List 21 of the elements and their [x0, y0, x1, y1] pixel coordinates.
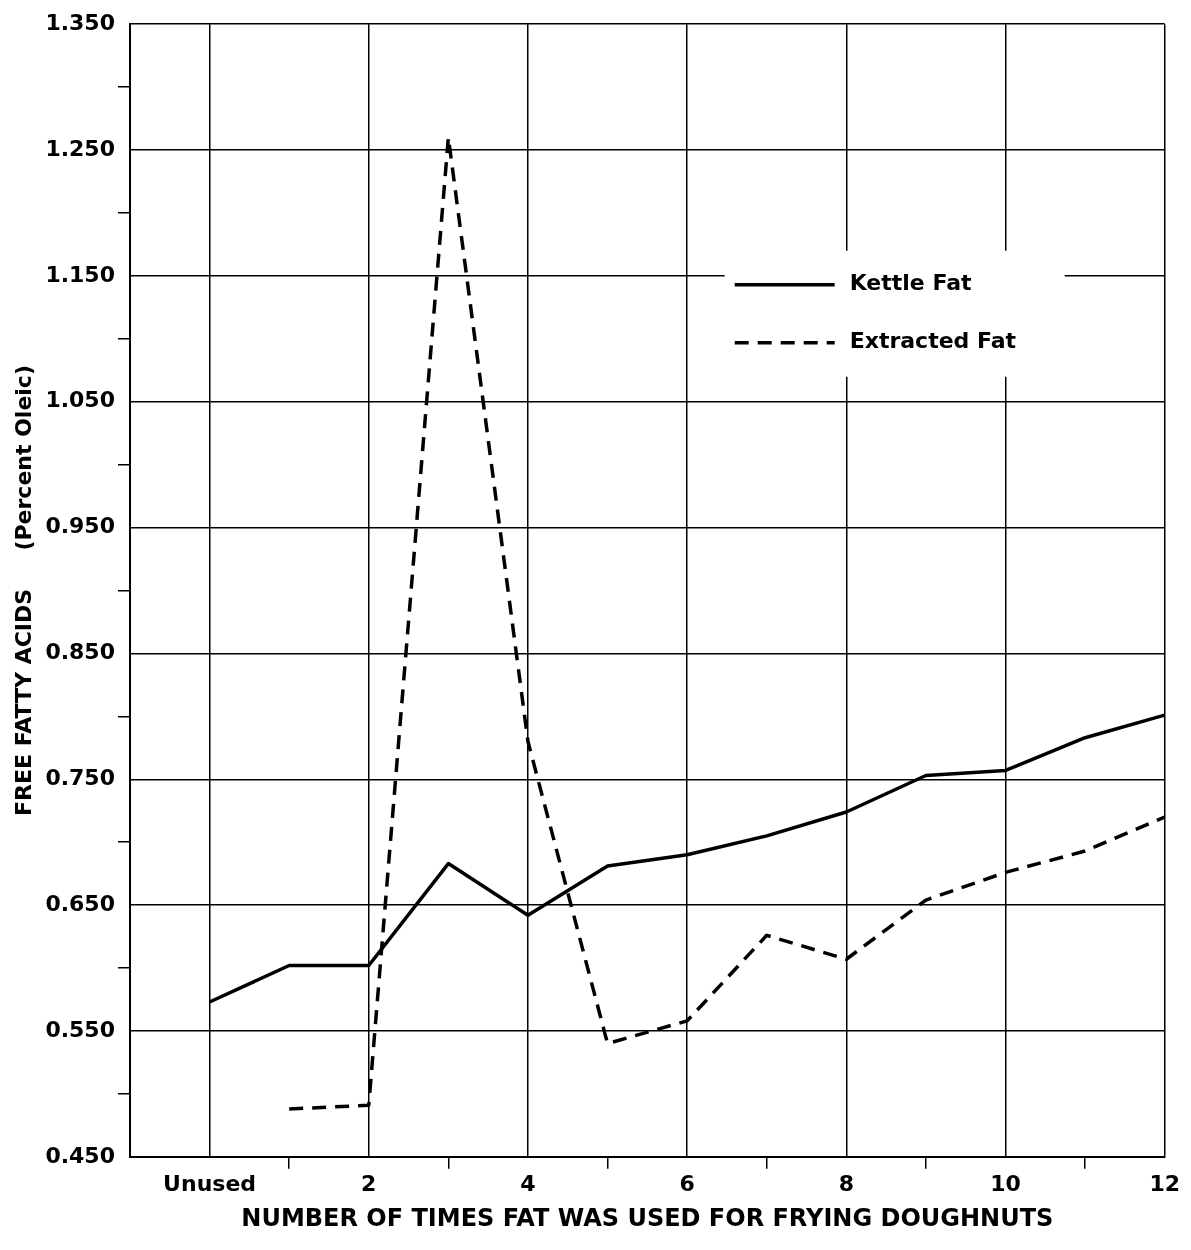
- y-axis-title: FREE FATTY ACIDS (Percent Oleic): [10, 365, 36, 816]
- x-tick-label: 8: [838, 1170, 854, 1196]
- y-tick-label: 0.550: [45, 1016, 115, 1042]
- x-tick-label: 6: [679, 1170, 695, 1196]
- legend-label: Kettle Fat: [849, 270, 973, 296]
- x-tick-label: 12: [1149, 1170, 1180, 1196]
- y-tick-label: 0.650: [45, 890, 115, 916]
- y-tick-label: 0.750: [45, 764, 115, 790]
- x-tick-label: 2: [361, 1170, 377, 1196]
- x-tick-label: 4: [520, 1170, 536, 1196]
- x-axis-title: NUMBER OF TIMES FAT WAS USED FOR FRYING DOUGHNUTS: [241, 1203, 1054, 1232]
- legend-label: Extracted Fat: [849, 328, 1017, 354]
- y-tick-label: 1.150: [45, 261, 115, 287]
- y-tick-label: 0.950: [45, 513, 115, 539]
- y-tick-label: 1.250: [45, 135, 115, 161]
- y-tick-label: 1.350: [45, 9, 115, 35]
- y-tick-label: 0.450: [45, 1142, 115, 1168]
- y-tick-label: 0.850: [45, 639, 115, 665]
- x-tick-label: Unused: [163, 1170, 257, 1196]
- y-tick-label: 1.050: [45, 387, 115, 413]
- x-tick-label: 10: [990, 1170, 1021, 1196]
